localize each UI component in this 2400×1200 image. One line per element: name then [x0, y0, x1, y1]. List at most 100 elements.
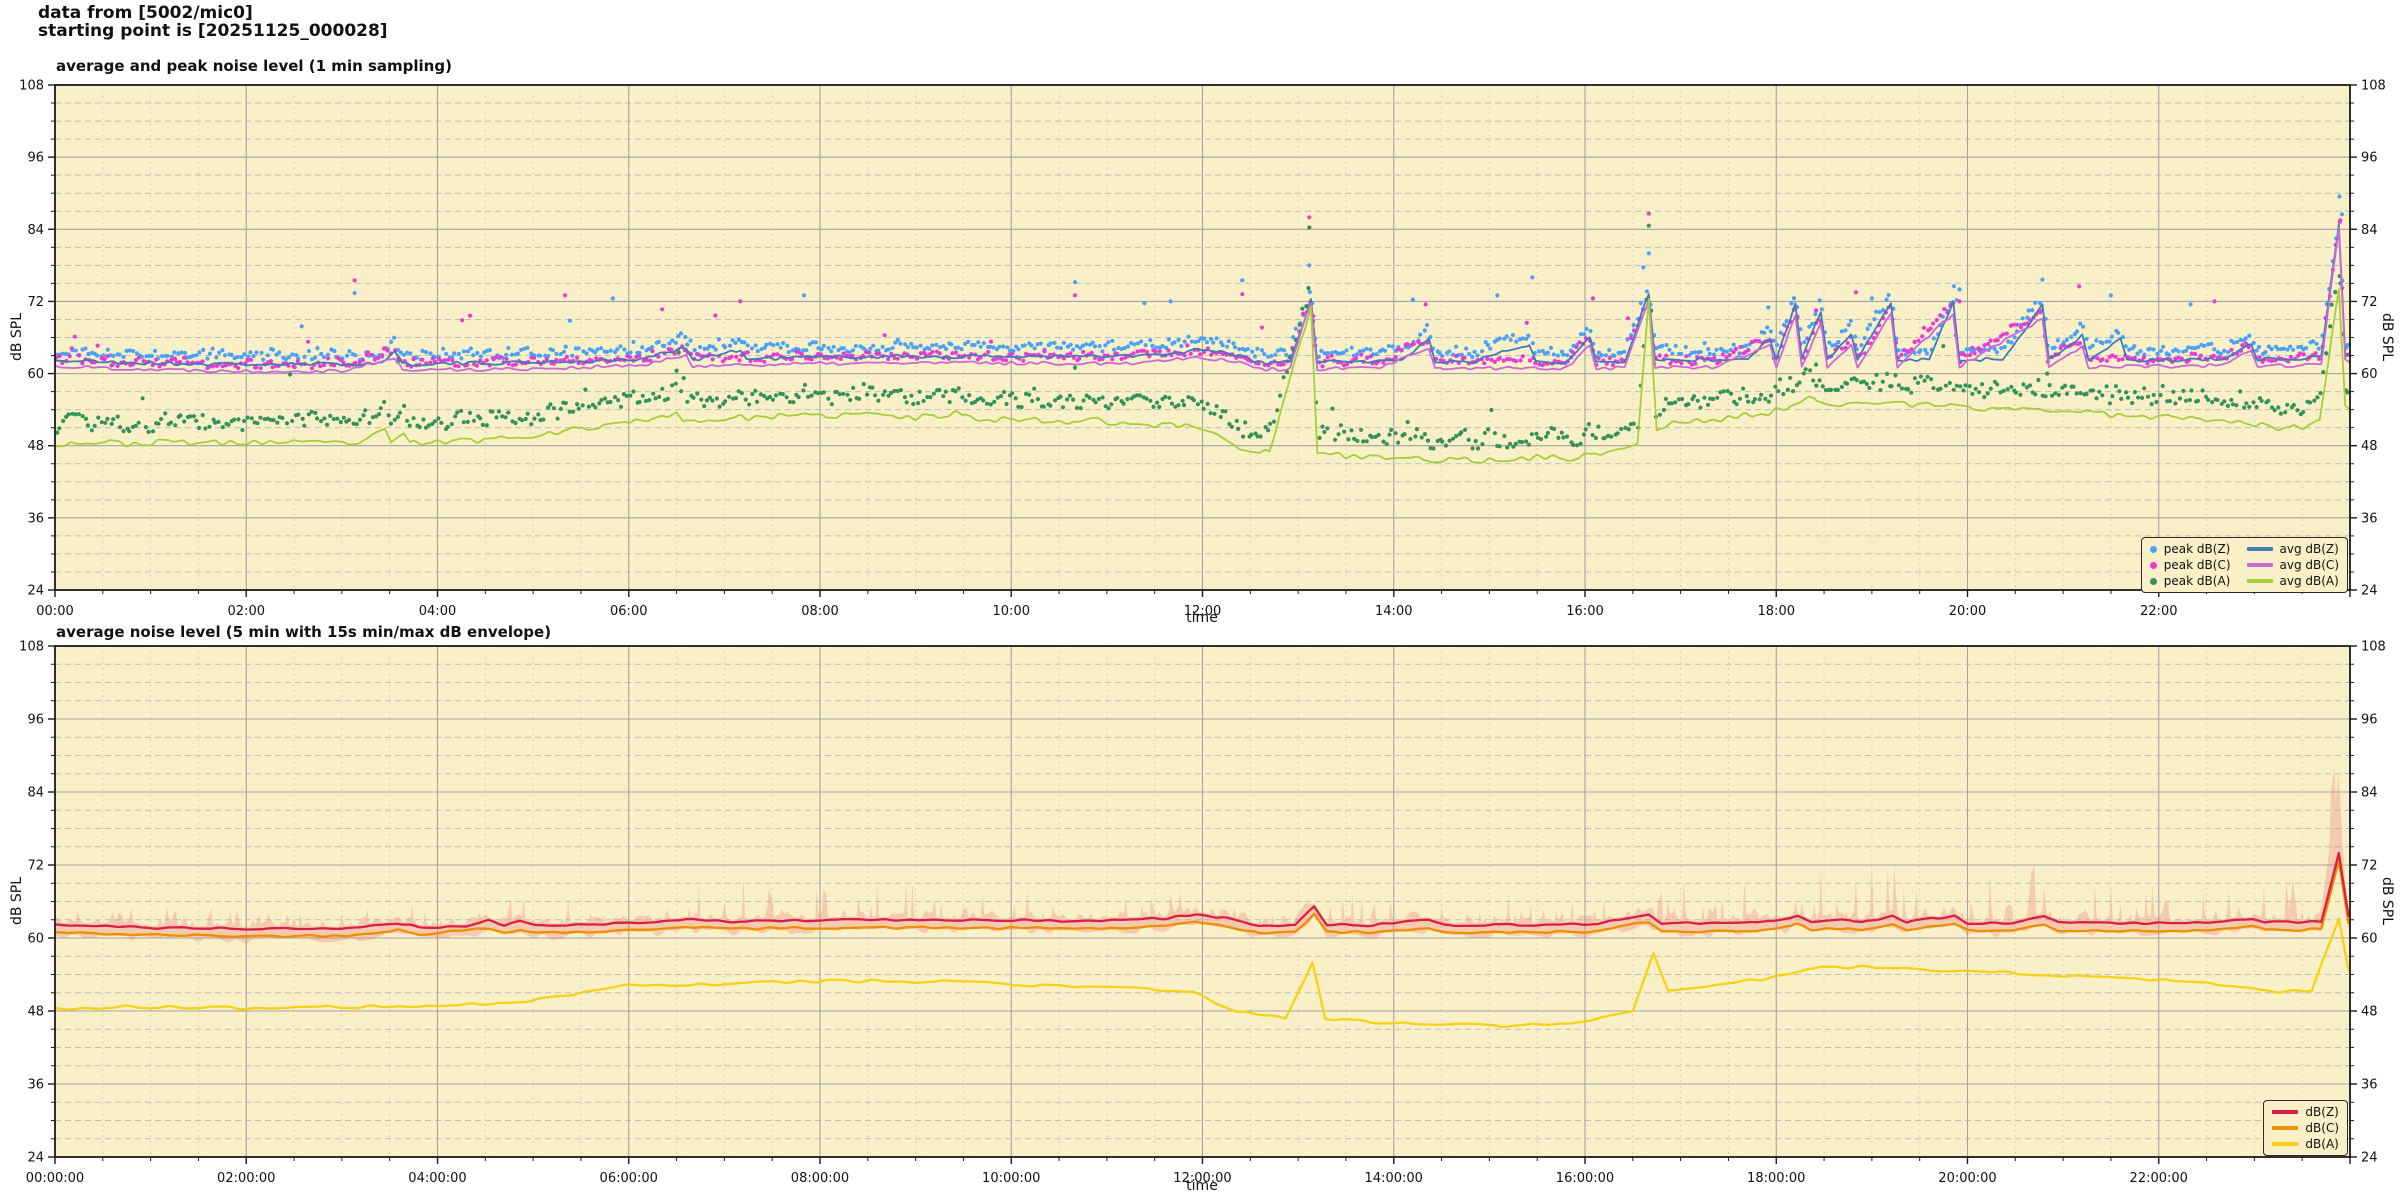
ytick-label-left: 96	[27, 151, 44, 166]
xtick-label: 08:00	[801, 604, 838, 619]
ytick-label-right: 108	[2361, 79, 2386, 94]
xtick-label: 14:00	[1375, 604, 1412, 619]
xtick-label: 14:00:00	[1365, 1171, 1423, 1186]
legend-dot-marker	[2149, 561, 2157, 569]
ytick-label-right: 24	[2361, 1151, 2378, 1166]
ytick-label-left: 36	[27, 511, 44, 526]
panel2-yaxis-label-left: dB SPL	[9, 876, 25, 926]
xtick-label: 12:00	[1184, 604, 1221, 619]
ytick-label-right: 72	[2361, 859, 2378, 874]
legend-column: dB(Z) dB(C) dB(A)	[2272, 1104, 2339, 1152]
xtick-label: 06:00:00	[600, 1171, 658, 1186]
panel1-xaxis-label: time	[1186, 610, 1218, 626]
ytick-label-left: 60	[27, 367, 44, 382]
header-source: data from [5002/mic0]	[38, 3, 253, 23]
panel2-xaxis-label: time	[1186, 1178, 1218, 1194]
legend-line-marker	[2272, 1142, 2299, 1146]
legend-item-label: peak dB(C)	[2163, 558, 2231, 572]
legend-item-label: dB(C)	[2305, 1121, 2339, 1135]
xtick-label: 00:00	[36, 604, 73, 619]
axis-ticks: 24 24 36 36 48 48 60 60 72 72 84 84 96 96 108 108 00:00:…	[19, 640, 2386, 1187]
legend-dot-marker	[2149, 545, 2157, 553]
panel1: 24 24 36 36 48 48 60 60 72 72 84 84 96 96 108 108 00:00 0…	[19, 79, 2386, 620]
xtick-label: 18:00	[1758, 604, 1795, 619]
legend-item: peak dB(Z)	[2149, 541, 2231, 557]
ytick-label-left: 24	[27, 584, 44, 599]
xtick-label: 12:00:00	[1173, 1171, 1231, 1186]
xtick-label: 04:00:00	[408, 1171, 466, 1186]
header-start-point: starting point is [20251125_000028]	[38, 21, 388, 41]
legend-item-label: peak dB(A)	[2163, 574, 2231, 588]
ytick-label-left: 24	[27, 1151, 44, 1166]
legend-line-marker	[2246, 547, 2273, 551]
legend-item: avg dB(C)	[2246, 557, 2339, 573]
xtick-label: 22:00:00	[2130, 1171, 2188, 1186]
legend-item-label: avg dB(A)	[2279, 574, 2339, 588]
series-avgC	[54, 226, 2351, 374]
xtick-label: 10:00	[993, 604, 1030, 619]
legend-line-marker	[2246, 563, 2273, 567]
panel2: 24 24 36 36 48 48 60 60 72 72 84 84 96 96 108 108 00:00:…	[19, 640, 2386, 1187]
xtick-label: 20:00:00	[1938, 1171, 1996, 1186]
legend-column: peak dB(Z) peak dB(C) peak dB(A)	[2149, 541, 2231, 589]
legend-item: peak dB(A)	[2149, 573, 2231, 589]
legend-line-marker	[2246, 579, 2273, 583]
series-avgA	[54, 288, 2351, 464]
panel2-title: average noise level (5 min with 15s min/…	[56, 623, 552, 641]
ytick-label-left: 84	[27, 223, 44, 238]
xtick-label: 08:00:00	[791, 1171, 849, 1186]
panel2-legend: dB(Z) dB(C) dB(A)	[2263, 1100, 2348, 1156]
legend-line-marker	[2272, 1126, 2299, 1130]
legend-item: dB(C)	[2272, 1120, 2339, 1136]
ytick-label-left: 108	[19, 640, 44, 655]
series-dBA	[54, 917, 2350, 1029]
legend-column: avg dB(Z) avg dB(C) avg dB(A)	[2246, 541, 2339, 589]
ytick-label-left: 96	[27, 713, 44, 728]
panel1-legend: peak dB(Z) peak dB(C) peak dB(A) avg dB(Z) a…	[2140, 537, 2348, 593]
xtick-label: 22:00	[2140, 604, 2177, 619]
gridlines	[55, 646, 2350, 1157]
legend-item: avg dB(A)	[2246, 573, 2339, 589]
ytick-label-right: 36	[2361, 1078, 2378, 1093]
xtick-label: 18:00:00	[1747, 1171, 1805, 1186]
legend-item-label: dB(A)	[2305, 1137, 2339, 1151]
ytick-label-right: 96	[2361, 713, 2378, 728]
ytick-label-right: 84	[2361, 223, 2378, 238]
xtick-label: 10:00:00	[982, 1171, 1040, 1186]
ytick-label-left: 108	[19, 79, 44, 94]
series-peakZ	[54, 194, 2350, 362]
legend-item: peak dB(C)	[2149, 557, 2231, 573]
series-dBC	[54, 859, 2350, 939]
legend-item-label: peak dB(Z)	[2163, 542, 2231, 556]
ytick-label-left: 48	[27, 1005, 44, 1020]
ytick-label-right: 24	[2361, 584, 2378, 599]
panel1-yaxis-label-right: dB SPL	[2379, 312, 2395, 362]
ytick-label-left: 60	[27, 932, 44, 947]
xtick-label: 02:00:00	[217, 1171, 275, 1186]
ytick-label-right: 48	[2361, 1005, 2378, 1020]
ytick-label-left: 36	[27, 1078, 44, 1093]
ytick-label-left: 48	[27, 439, 44, 454]
series-dBZ	[55, 851, 2350, 931]
ytick-label-left: 72	[27, 859, 44, 874]
xtick-label: 16:00	[1566, 604, 1603, 619]
ytick-label-right: 60	[2361, 932, 2378, 947]
legend-dot-marker	[2149, 577, 2157, 585]
ytick-label-right: 60	[2361, 367, 2378, 382]
ytick-label-left: 72	[27, 295, 44, 310]
ytick-label-right: 108	[2361, 640, 2386, 655]
xtick-label: 02:00	[228, 604, 265, 619]
xtick-label: 20:00	[1949, 604, 1986, 619]
xtick-label: 04:00	[419, 604, 456, 619]
legend-item: avg dB(Z)	[2246, 541, 2339, 557]
ytick-label-right: 96	[2361, 151, 2378, 166]
xtick-label: 16:00:00	[1556, 1171, 1614, 1186]
xtick-label: 06:00	[610, 604, 647, 619]
series-peakA	[55, 223, 2350, 451]
legend-item-label: avg dB(Z)	[2279, 542, 2339, 556]
envelope-band	[55, 766, 2350, 944]
xtick-label: 00:00:00	[26, 1171, 84, 1186]
panel1-yaxis-label-left: dB SPL	[9, 312, 25, 362]
